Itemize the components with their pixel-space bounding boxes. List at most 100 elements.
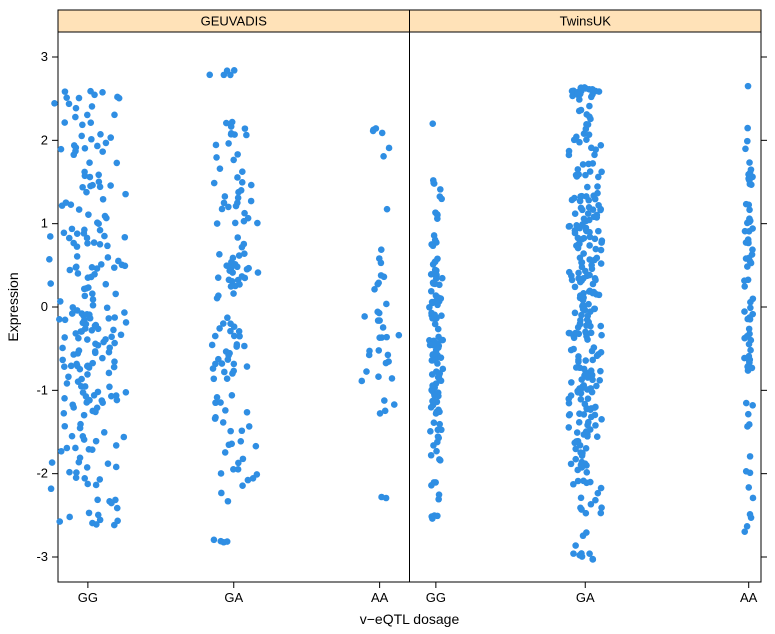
- data-point: [74, 307, 81, 314]
- data-point: [747, 347, 754, 354]
- data-point: [745, 171, 752, 178]
- data-point: [427, 342, 434, 349]
- data-point: [61, 410, 68, 417]
- data-point: [105, 254, 112, 261]
- data-point: [596, 377, 603, 384]
- data-point: [234, 341, 241, 348]
- data-point: [585, 301, 592, 308]
- data-point: [242, 125, 249, 132]
- data-point: [234, 151, 241, 158]
- data-point: [571, 439, 578, 446]
- y-tick-label: 2: [41, 132, 48, 147]
- data-point: [583, 428, 590, 435]
- data-point: [212, 415, 219, 422]
- data-point: [68, 201, 75, 208]
- data-point: [380, 153, 387, 160]
- data-point: [93, 482, 100, 489]
- data-point: [104, 243, 111, 250]
- data-point: [83, 189, 90, 196]
- data-point: [569, 277, 576, 284]
- data-point: [214, 220, 221, 227]
- data-point: [385, 352, 392, 359]
- data-point: [577, 198, 584, 205]
- y-tick-label: -2: [36, 466, 48, 481]
- data-point: [121, 234, 128, 241]
- data-point: [595, 490, 602, 497]
- data-point: [118, 331, 125, 338]
- data-point: [381, 397, 388, 404]
- data-point: [97, 241, 104, 248]
- data-point: [580, 250, 587, 257]
- data-point: [578, 550, 585, 557]
- data-point: [229, 119, 236, 126]
- data-point: [383, 301, 390, 308]
- data-point: [589, 266, 596, 273]
- data-point: [223, 120, 230, 127]
- data-point: [749, 225, 756, 232]
- data-point: [216, 251, 223, 258]
- data-point: [747, 305, 754, 312]
- data-point: [239, 244, 246, 251]
- data-point: [94, 497, 101, 504]
- data-point: [90, 296, 97, 303]
- data-point: [429, 371, 436, 378]
- data-point: [225, 140, 232, 147]
- data-point: [59, 345, 66, 352]
- data-point: [598, 504, 605, 511]
- data-point: [429, 382, 436, 389]
- data-point: [588, 145, 595, 152]
- data-point: [746, 207, 753, 214]
- data-point: [97, 131, 104, 138]
- data-point: [64, 380, 71, 387]
- data-point: [375, 280, 382, 287]
- data-point: [587, 406, 594, 413]
- data-point: [597, 323, 604, 330]
- data-point: [79, 121, 86, 128]
- data-point: [374, 309, 381, 316]
- data-point: [123, 319, 130, 326]
- data-point: [239, 179, 246, 186]
- data-point: [575, 245, 582, 252]
- data-point: [580, 294, 587, 301]
- data-point: [581, 366, 588, 373]
- data-point: [597, 368, 604, 375]
- data-point: [386, 145, 393, 152]
- data-point: [72, 114, 79, 121]
- data-point: [121, 309, 128, 316]
- data-point: [572, 456, 579, 463]
- data-point: [588, 367, 595, 374]
- data-point: [108, 393, 115, 400]
- data-point: [220, 539, 227, 546]
- data-point: [578, 462, 585, 469]
- data-point: [435, 326, 442, 333]
- data-point: [396, 332, 403, 339]
- y-tick-label: -1: [36, 382, 48, 397]
- x-tick-label: GA: [224, 590, 243, 605]
- data-point: [84, 235, 91, 242]
- data-point: [95, 220, 102, 227]
- data-point: [89, 103, 96, 110]
- x-tick-label: AA: [740, 590, 758, 605]
- data-point: [582, 328, 589, 335]
- data-point: [587, 116, 594, 123]
- data-point: [96, 179, 103, 186]
- data-point: [437, 193, 444, 200]
- data-point: [47, 280, 54, 287]
- data-point: [431, 419, 438, 426]
- data-point: [232, 220, 239, 227]
- data-point: [745, 411, 752, 418]
- data-point: [741, 283, 748, 290]
- data-point: [577, 321, 584, 328]
- expression-eqtl-chart: Expressionv−eQTL dosage-3-2-10123GEUVADI…: [0, 0, 775, 634]
- data-point: [81, 226, 88, 233]
- x-tick-label: AA: [371, 590, 389, 605]
- data-point: [592, 497, 599, 504]
- data-point: [215, 292, 222, 299]
- data-point: [66, 514, 73, 521]
- data-point: [113, 442, 120, 449]
- data-point: [219, 206, 226, 213]
- data-point: [750, 495, 757, 502]
- data-point: [108, 500, 115, 507]
- data-point: [241, 218, 248, 225]
- data-point: [229, 392, 236, 399]
